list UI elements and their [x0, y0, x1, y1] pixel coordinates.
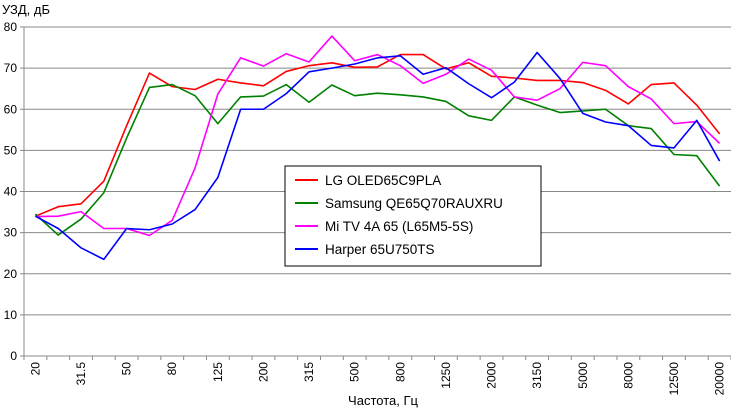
y-tick-label-0: 0 [10, 349, 17, 363]
y-tick-labels: 0 10 20 30 40 50 60 70 80 [4, 20, 18, 363]
legend-box [284, 165, 542, 267]
x-tick-label-6: 80 [165, 362, 179, 376]
x-tick-label-16: 800 [393, 362, 407, 382]
x-tick-label-12: 315 [302, 362, 316, 382]
legend-label-0: LG OLED65C9PLA [325, 173, 441, 188]
y-tick-label-2: 20 [4, 267, 18, 281]
legend-label-2: Mi TV 4A 65 (L65M5-5S) [325, 219, 473, 234]
x-tick-label-8: 125 [211, 362, 225, 382]
series-line-2 [35, 35, 721, 237]
legend: LG OLED65C9PLA Samsung QE65Q70RAUXRU Mi TV… [284, 165, 542, 267]
y-tick-label-5: 50 [4, 143, 18, 157]
series-lines [34, 35, 721, 261]
x-tick-label-14: 500 [348, 362, 362, 382]
x-tick-label-2: 31.5 [74, 362, 88, 386]
legend-label-1: Samsung QE65Q70RAUXRU [325, 196, 503, 211]
x-axis-title: Частота, Гц [348, 393, 418, 408]
x-tick-label-20: 2000 [485, 362, 499, 389]
series-line-0 [35, 53, 721, 217]
x-tick-label-30: 20000 [713, 362, 727, 396]
legend-label-3: Harper 65U750TS [325, 242, 435, 257]
y-tick-label-8: 80 [4, 20, 18, 34]
x-tick-label-26: 8000 [621, 362, 635, 389]
x-tick-label-4: 50 [120, 362, 134, 376]
y-tick-label-3: 30 [4, 226, 18, 240]
x-tick-label-24: 5000 [576, 362, 590, 389]
y-tick-label-7: 70 [4, 61, 18, 75]
y-axis-title: УЗД, дБ [2, 2, 50, 17]
x-tick-label-28: 12500 [667, 362, 681, 396]
series-line-3 [35, 51, 721, 261]
x-tick-labels: 20 31.5 50 80 125 200 315 500 800 1250 2000 3150 500… [28, 362, 726, 396]
series-line-1 [34, 83, 721, 236]
axes [20, 26, 731, 360]
y-tick-label-6: 60 [4, 102, 18, 116]
x-tick-label-22: 3150 [530, 362, 544, 389]
x-tick-label-0: 20 [28, 362, 42, 376]
x-tick-label-10: 200 [256, 362, 270, 382]
y-tick-label-4: 40 [4, 185, 18, 199]
y-tick-label-1: 10 [4, 308, 18, 322]
x-tick-label-18: 1250 [439, 362, 453, 389]
